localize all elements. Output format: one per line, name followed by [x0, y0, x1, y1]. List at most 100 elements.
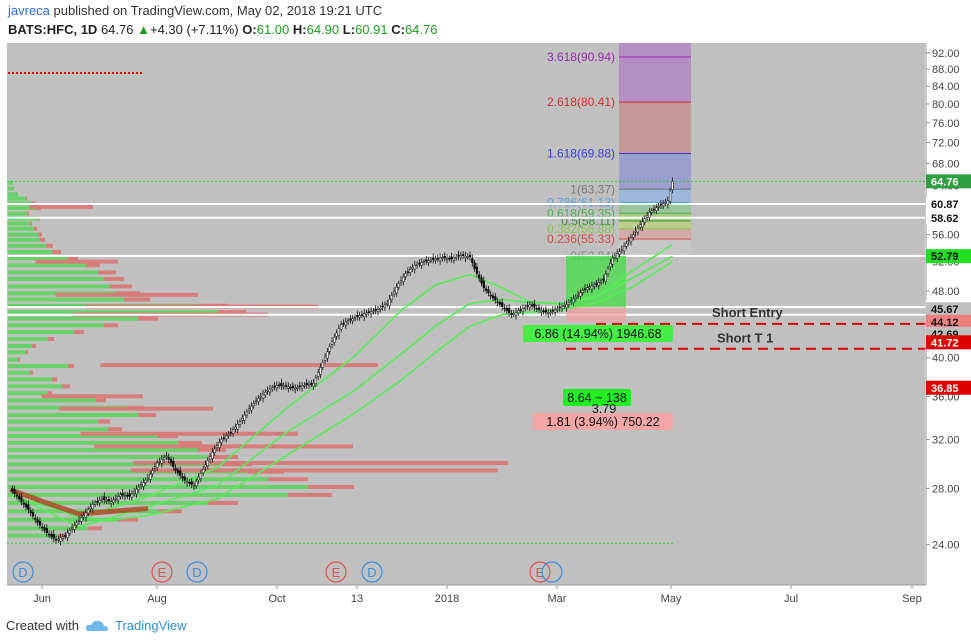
volume-profile-bar [8, 469, 248, 474]
candle-body [397, 283, 400, 288]
volume-profile-bar [8, 492, 288, 497]
measure-label-bg [563, 389, 631, 406]
fib-zone [619, 102, 691, 154]
author-name[interactable]: javreca [8, 3, 50, 18]
volume-profile-bar [108, 427, 122, 432]
tradingview-brand[interactable]: TradingView [114, 618, 187, 633]
candle-body [18, 495, 21, 500]
candle-body [618, 251, 621, 255]
candle-body [595, 283, 598, 285]
candle-body [344, 321, 347, 326]
price-tag-label: 45.67 [931, 304, 959, 316]
candle-body [340, 324, 343, 330]
volume-profile-bar [8, 249, 52, 254]
candle-body [229, 431, 232, 434]
fib-zone [619, 228, 691, 239]
price-tag-label: 60.87 [931, 199, 959, 211]
fib-zone [619, 202, 691, 214]
x-tick-label: Jun [33, 593, 51, 605]
candle-body [261, 394, 265, 399]
candle-body [537, 307, 541, 311]
candle-body [547, 312, 550, 315]
volume-profile-bar [8, 270, 98, 275]
candle-body [629, 237, 633, 243]
volume-profile-bar [133, 461, 508, 466]
short-entry-label: Short Entry [712, 305, 784, 320]
volume-profile-bar [8, 316, 138, 321]
candle-body [487, 289, 490, 294]
candle-body [643, 218, 646, 223]
candle-body [390, 294, 393, 300]
candle-body [434, 258, 437, 261]
earnings-marker-label: E [158, 565, 167, 580]
candle-body [252, 403, 255, 406]
volume-profile-bar [104, 276, 124, 281]
volume-profile-bar [8, 484, 308, 489]
volume-profile-bar [8, 180, 13, 185]
y-tick-label: 48.00 [932, 286, 960, 298]
candle-body [64, 535, 67, 537]
candle-body [501, 302, 504, 307]
close-value: 64.76 [404, 22, 438, 37]
volume-profile-bar [8, 192, 18, 197]
y-tick-label: 80.00 [932, 99, 960, 111]
candle-body [73, 525, 76, 530]
candle-body [225, 435, 228, 440]
dividend-marker-label: D [18, 565, 27, 580]
y-tick-label: 84.00 [932, 81, 960, 93]
candle-body [22, 502, 25, 505]
candle-body [641, 221, 644, 228]
volume-profile-bar [30, 221, 32, 226]
x-tick-label: Oct [268, 593, 285, 605]
candle-body [503, 307, 506, 310]
candle-body [404, 273, 407, 277]
dividend-marker-label: D [192, 565, 201, 580]
symbol-label: BATS:HFC, 1D [8, 22, 98, 37]
candle-body [291, 385, 295, 389]
candle-body [220, 439, 223, 443]
volume-profile-bar [8, 297, 124, 302]
candle-body [38, 520, 42, 526]
candle-body [314, 377, 318, 385]
candle-body [581, 290, 584, 293]
candle-body [34, 518, 37, 520]
candle-body [289, 386, 292, 389]
candle-body [606, 268, 610, 275]
volume-profile-bar [8, 477, 268, 482]
candle-body [563, 305, 566, 307]
volume-profile-bar [59, 406, 213, 411]
volume-profile-bar [30, 370, 33, 375]
fib-level-label: 0.236(55.33) [547, 232, 615, 246]
earnings-marker-label: E [332, 565, 341, 580]
candle-body [542, 310, 545, 313]
y-tick-label: 28.00 [932, 483, 960, 495]
measure-label-bg [533, 413, 673, 430]
candle-body [652, 208, 656, 211]
candle-body [337, 328, 341, 336]
candle-body [50, 533, 53, 537]
candle-body [420, 262, 423, 266]
tradingview-cloud-icon [85, 620, 108, 631]
candle-body [59, 537, 62, 542]
measure-label: 1.81 (3.94%) 750.22 [546, 415, 659, 429]
candle-body [565, 303, 568, 308]
candle-body [206, 460, 209, 467]
candle-body [227, 434, 230, 436]
volume-profile-bar [8, 243, 46, 248]
candle-body [218, 442, 221, 448]
y-tick-label: 40.00 [932, 353, 960, 365]
candle-body [551, 309, 554, 312]
volume-profile-bar [62, 384, 70, 389]
volume-profile-bar [130, 468, 498, 473]
candle-body [162, 457, 166, 461]
price-tag [926, 174, 971, 189]
candle-body [374, 308, 377, 311]
candle-body [123, 495, 127, 497]
candle-body [351, 318, 354, 322]
candle-body [379, 307, 382, 310]
candle-body [31, 511, 35, 517]
candle-body [418, 262, 421, 265]
candle-body [310, 383, 313, 385]
candle-body [625, 243, 628, 247]
